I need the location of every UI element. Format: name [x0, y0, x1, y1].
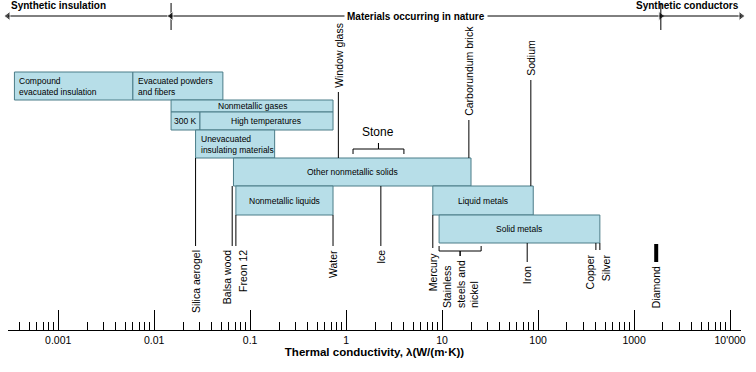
svg-text:Silica aerogel: Silica aerogel — [190, 250, 202, 313]
svg-text:Nonmetallic gases: Nonmetallic gases — [218, 101, 287, 111]
svg-text:Synthetic conductors: Synthetic conductors — [636, 0, 739, 11]
svg-text:Window glass: Window glass — [333, 23, 345, 88]
svg-text:Freon 12: Freon 12 — [237, 250, 249, 292]
svg-text:0.1: 0.1 — [243, 334, 258, 346]
svg-text:Materials occurring in nature: Materials occurring in nature — [347, 11, 485, 22]
svg-text:0.001: 0.001 — [45, 334, 71, 346]
svg-text:1000: 1000 — [622, 334, 646, 346]
svg-text:Thermal conductivity, λ(W/(m·K: Thermal conductivity, λ(W/(m·K)) — [285, 346, 464, 358]
svg-text:10'000: 10'000 — [714, 334, 745, 346]
svg-text:Diamond: Diamond — [650, 266, 662, 308]
svg-text:300 K: 300 K — [174, 116, 197, 126]
svg-text:Evacuated powdersand fibers: Evacuated powdersand fibers — [138, 76, 213, 97]
svg-text:Ice: Ice — [375, 250, 387, 264]
svg-text:Compoundevacuated insulation: Compoundevacuated insulation — [19, 76, 97, 97]
svg-text:Solid metals: Solid metals — [496, 224, 542, 234]
svg-text:Iron: Iron — [521, 266, 533, 284]
svg-text:0.01: 0.01 — [144, 334, 165, 346]
svg-text:Nonmetallic liquids: Nonmetallic liquids — [249, 196, 320, 206]
svg-text:1: 1 — [343, 334, 349, 346]
svg-text:Copper: Copper — [584, 254, 596, 289]
svg-text:Stone: Stone — [362, 125, 394, 139]
svg-text:High temperatures: High temperatures — [231, 116, 301, 126]
svg-text:Unevacuatedinsulating material: Unevacuatedinsulating materials — [201, 134, 274, 155]
svg-text:Water: Water — [327, 250, 339, 278]
svg-text:100: 100 — [529, 334, 547, 346]
svg-text:Stainlesssteels andnickel: Stainlesssteels andnickel — [441, 260, 480, 308]
svg-text:Carborundum brick: Carborundum brick — [463, 26, 475, 116]
svg-text:Other nonmetallic solids: Other nonmetallic solids — [307, 167, 398, 177]
svg-text:Synthetic insulation: Synthetic insulation — [11, 0, 106, 11]
svg-text:Balsa wood: Balsa wood — [221, 250, 233, 304]
svg-text:Liquid metals: Liquid metals — [458, 196, 508, 206]
svg-text:Mercury: Mercury — [427, 253, 439, 292]
svg-text:Sodium: Sodium — [525, 40, 537, 76]
svg-text:Silver: Silver — [600, 255, 612, 282]
svg-text:10: 10 — [436, 334, 448, 346]
